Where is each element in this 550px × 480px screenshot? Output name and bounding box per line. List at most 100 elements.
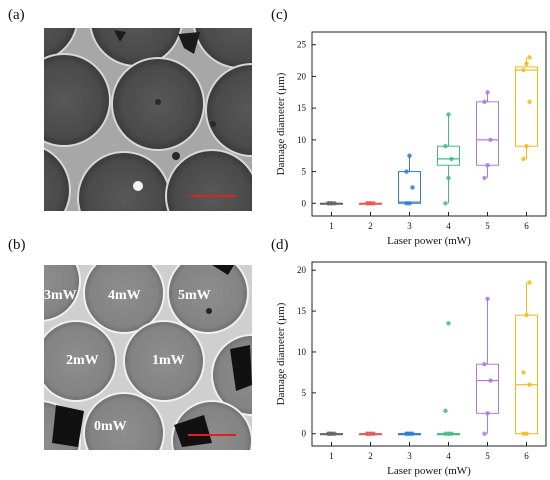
data-point [485,163,490,168]
data-point [368,431,373,436]
data-point [482,175,487,181]
data-point [524,312,529,318]
x-tick-label: 5 [485,221,490,231]
box [398,171,421,204]
data-point [482,99,487,104]
data-point [446,112,451,117]
data-point [488,378,493,383]
y-axis-label: Damage diameter (µm) [275,72,287,175]
power-label-0mw: 0mW [94,419,127,434]
fiber-core [83,392,165,450]
y-tick-label: 5 [302,167,307,177]
box [476,101,499,166]
y-tick-label: 10 [297,347,307,357]
data-point [521,67,526,73]
damage-spot [172,152,180,160]
data-point [527,382,532,387]
data-point [443,408,448,414]
power-label-4mw: 4mW [108,288,141,303]
data-point [443,201,448,206]
x-tick-label: 5 [485,451,490,461]
y-tick-label: 25 [297,40,307,50]
fiber-core [44,320,117,402]
damage-spot [155,99,161,105]
data-point [449,431,454,436]
x-tick-label: 6 [524,451,529,461]
fiber-core [44,147,71,211]
x-tick-label: 6 [524,221,529,231]
data-point [449,156,454,162]
x-tick-label: 3 [407,451,412,461]
micrograph-b: 3mW 4mW 5mW 2mW 1mW 0mW [44,265,252,450]
y-axis-label: Damage diameter (µm) [275,302,287,405]
fiber-core [44,53,111,147]
chart-c: 0 5 10 15 20 25 1 2 3 4 5 6 Laser power (mW) Damage d… [262,26,550,250]
box [515,314,538,435]
debris [114,30,126,42]
fiber-core [44,28,78,62]
data-point [524,144,529,149]
y-tick-label: 20 [297,71,307,81]
data-point [521,370,526,375]
y-tick-label: 0 [302,198,307,208]
debris [133,181,143,191]
data-point [407,153,412,158]
power-label-2mw: 2mW [66,353,99,368]
data-point [527,99,532,104]
y-tick-label: 15 [297,306,307,316]
micrograph-a [44,28,252,211]
x-axis-label: Laser power (mW) [387,465,471,477]
data-point [485,411,490,416]
data-point [329,431,334,436]
data-point [482,362,487,367]
panel-label-b: (b) [8,237,26,253]
data-point [443,144,448,149]
fiber-core [123,320,205,402]
data-point [488,137,493,143]
data-point [524,431,529,436]
data-point [404,169,409,174]
x-tick-label: 1 [329,451,334,461]
plot-frame [311,31,547,217]
fiber-core [83,265,165,334]
chart-d: 0 5 10 15 20 1 2 3 4 5 6 Laser power (mW) Damage dia… [262,256,550,480]
data-point [407,201,412,206]
x-tick-label: 4 [446,221,451,231]
y-tick-label: 5 [302,388,307,398]
box [476,363,499,414]
x-tick-label: 4 [446,451,451,461]
debris [52,405,84,447]
data-point [329,201,334,206]
data-point [368,201,373,206]
power-label-1mw: 1mW [152,353,185,368]
panel-label-d: (d) [271,237,289,253]
debris [212,265,234,275]
data-point [446,175,451,181]
plot-frame [311,261,547,447]
y-tick-label: 15 [297,103,307,113]
y-tick-label: 20 [297,265,307,275]
data-point [524,61,529,66]
chart-c-svg: 0 5 10 15 20 25 1 2 3 4 5 6 Laser power (mW) Damage d… [275,31,547,247]
debris [230,345,252,391]
panel-label-c: (c) [271,7,288,23]
x-tick-label: 1 [329,221,334,231]
data-point [521,156,526,162]
x-tick-label: 2 [368,221,373,231]
panel-label-a: (a) [8,7,25,23]
data-point [446,321,451,326]
damage-spot [206,308,212,314]
data-point [485,90,490,95]
power-label-5mw: 5mW [178,288,211,303]
debris [174,415,212,447]
fiber-core [167,265,249,334]
power-label-3mw: 3mW [44,288,77,303]
data-point [410,185,415,190]
x-tick-label: 3 [407,221,412,231]
x-axis-label: Laser power (mW) [387,235,471,247]
data-point [407,431,412,436]
data-point [527,280,532,285]
x-tick-label: 2 [368,451,373,461]
data-point [482,431,487,436]
fiber-core [44,265,81,322]
